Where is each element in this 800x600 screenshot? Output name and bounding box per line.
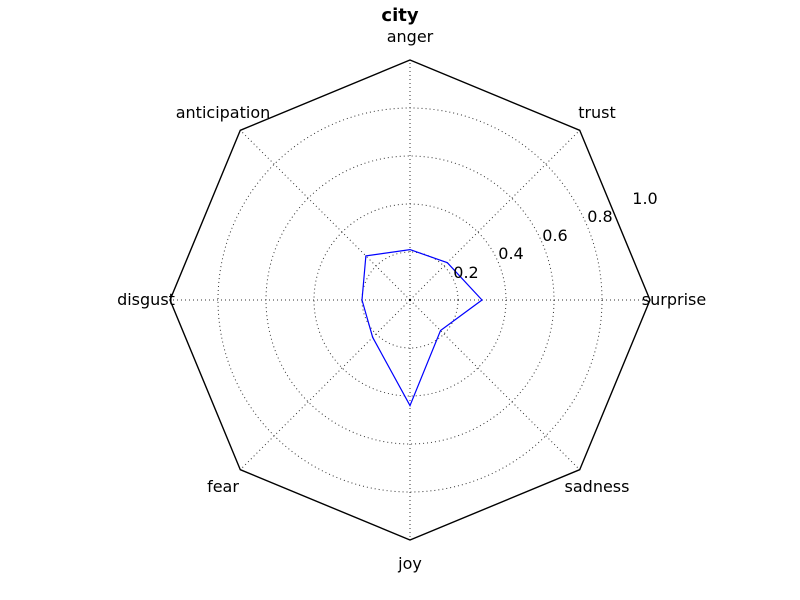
axis-label-anger: anger: [387, 27, 434, 46]
radial-tick-labels: 0.2 0.4 0.6 0.8 1.0: [453, 189, 657, 282]
spoke-trust: [409, 129, 581, 301]
axis-labels: anger trust surprise sadness joy fear disgust a…: [117, 27, 706, 573]
series-layer: [361, 248, 483, 407]
axis-label-surprise: surprise: [642, 290, 706, 309]
axis-label-joy: joy: [397, 554, 422, 573]
outer-frame: [169, 59, 651, 541]
radial-tick-0.6: 0.6: [542, 226, 567, 245]
axis-label-disgust: disgust: [117, 290, 175, 309]
radial-tick-0.8: 0.8: [587, 207, 612, 226]
radial-tick-0.4: 0.4: [498, 244, 523, 263]
axis-label-sadness: sadness: [565, 477, 630, 496]
center-dot: [408, 298, 412, 302]
axis-label-fear: fear: [207, 477, 239, 496]
spoke-sadness: [409, 299, 581, 471]
chart-title: city: [381, 5, 418, 26]
axis-label-trust: trust: [578, 103, 616, 122]
radial-tick-0.2: 0.2: [453, 263, 478, 282]
spoke-fear: [239, 299, 411, 471]
spoke-anticipation: [239, 129, 411, 301]
radial-tick-1.0: 1.0: [632, 189, 657, 208]
axis-label-anticipation: anticipation: [176, 103, 271, 122]
grid: [169, 59, 651, 541]
